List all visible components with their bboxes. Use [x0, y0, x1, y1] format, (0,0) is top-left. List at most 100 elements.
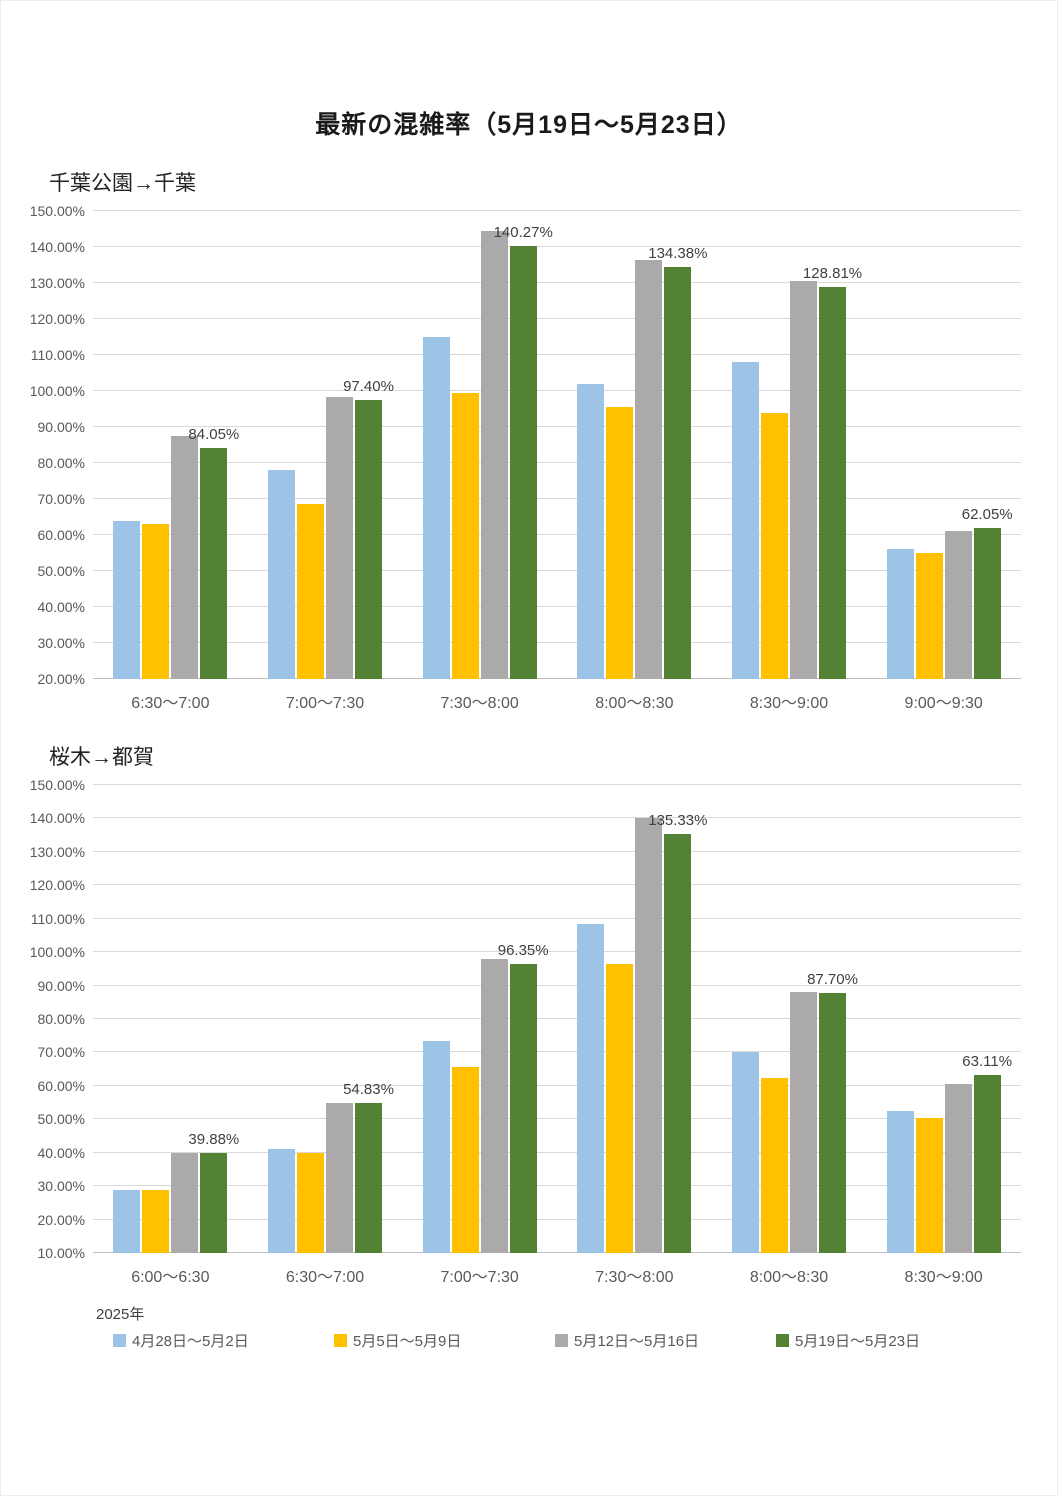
bar-series-2-cat-4	[790, 992, 818, 1253]
bar-series-2-cat-5	[944, 531, 972, 679]
bar-series-2-cat-2	[480, 958, 508, 1253]
gridline	[93, 642, 1021, 643]
bar-group: 97.40%	[248, 211, 403, 679]
y-tick-label: 150.00%	[29, 203, 85, 219]
bar-series-3-cat-2: 96.35%	[498, 942, 549, 1253]
gridline	[93, 678, 1021, 679]
bar-series-3-cat-1: 54.83%	[343, 1081, 394, 1253]
chart-section-sakuragi-tsuga: 桜木→都賀 10.00% 20.00% 30.00% 40.00% 50.00% 60.0…	[29, 743, 1021, 1295]
gridline	[93, 498, 1021, 499]
bar-series-1-cat-3	[606, 407, 634, 679]
bar-series-0-cat-2	[422, 1040, 450, 1253]
y-tick-label: 80.00%	[37, 1011, 85, 1027]
legend-label: 5月19日～5月23日	[795, 1333, 921, 1350]
gridline	[93, 1185, 1021, 1187]
bar-series-0-cat-5	[886, 549, 914, 679]
plot-area: 39.88% 54.83% 96.35% 135.33% 87.70% 63.11%	[93, 784, 1021, 1253]
bar-data-label: 96.35%	[497, 942, 549, 960]
legend-swatch-icon	[113, 1334, 126, 1347]
bar-series-2-cat-1	[326, 1102, 353, 1253]
gridline	[93, 282, 1021, 283]
x-tick-label: 9:00～9:30	[904, 695, 983, 712]
y-tick-label: 80.00%	[37, 455, 85, 471]
gridline	[93, 570, 1021, 571]
y-tick-label: 30.00%	[37, 635, 85, 651]
bar-group: 62.05%	[866, 211, 1021, 679]
y-tick-label: 100.00%	[29, 944, 85, 961]
gridline	[93, 426, 1021, 427]
bar-data-label: 128.81%	[802, 265, 863, 283]
y-tick-label: 110.00%	[30, 347, 85, 363]
bar-series-2-cat-3	[635, 818, 663, 1253]
legend-item: 5月19日～5月23日	[776, 1330, 997, 1351]
x-tick-label: 8:30～9:00	[749, 695, 829, 712]
bar-series-2-cat-1	[326, 397, 353, 679]
gridline	[93, 354, 1021, 355]
y-tick-label: 20.00%	[37, 1211, 85, 1228]
y-tick-label: 30.00%	[37, 1178, 85, 1195]
bar-series-1-cat-2	[451, 392, 479, 679]
bar-series-3-cat-1: 97.40%	[343, 378, 394, 679]
bar-group: 87.70%	[712, 785, 867, 1253]
bar-series-1-cat-1	[297, 1152, 324, 1253]
bar-series-2-cat-3	[635, 259, 663, 679]
y-tick-label: 110.00%	[30, 910, 85, 927]
gridline	[93, 951, 1021, 953]
bar-group: 63.11%	[866, 785, 1021, 1253]
chart-section-chibapark-chiba: 千葉公園→千葉 20.00% 30.00% 40.00% 50.00% 60.00% 70…	[29, 169, 1021, 721]
bar-series-0-cat-1	[268, 470, 295, 679]
bar-group: 128.81%	[712, 211, 867, 679]
bar-series-3-cat-3: 135.33%	[648, 812, 707, 1253]
x-tick-label: 8:00～8:30	[749, 1269, 829, 1286]
chart-chibapark-chiba: 20.00% 30.00% 40.00% 50.00% 60.00% 70.00% 80.0…	[29, 203, 1021, 721]
bar-data-label: 87.70%	[807, 971, 858, 989]
bar-series-3-cat-0: 84.05%	[188, 426, 239, 679]
y-tick-label: 120.00%	[29, 311, 85, 327]
bar-series-1-cat-3	[606, 963, 634, 1253]
legend-swatch-icon	[555, 1334, 568, 1347]
bar-data-label: 134.38%	[648, 245, 708, 263]
plot-area: 84.05% 97.40% 140.27% 134.38% 128.81% 62.05%	[93, 210, 1021, 679]
x-axis: 6:30～7:00 7:00～7:30 7:30～8:00 8:00～8:30 8:30…	[93, 679, 1021, 721]
bar-series-0-cat-2	[422, 337, 450, 679]
bar-series-2-cat-0	[171, 1152, 199, 1253]
bar-data-label: 39.88%	[188, 1131, 240, 1149]
bar-series-3-cat-5: 63.11%	[962, 1053, 1012, 1253]
gridline	[93, 850, 1021, 852]
bar-series-1-cat-1	[297, 504, 324, 679]
chart-title-chibapark-chiba: 千葉公園→千葉	[49, 172, 196, 195]
bar-series-3-cat-0: 39.88%	[188, 1131, 239, 1253]
chart-title-sakuragi-tsuga: 桜木→都賀	[49, 746, 154, 769]
y-tick-label: 70.00%	[37, 1044, 85, 1061]
y-tick-label: 90.00%	[37, 419, 85, 435]
bar-series-0-cat-4	[732, 1052, 760, 1253]
legend-label: 5月5日～5月9日	[353, 1333, 462, 1350]
y-axis: 20.00% 30.00% 40.00% 50.00% 60.00% 70.00% 80.0…	[29, 203, 93, 687]
x-tick-label: 7:30～8:00	[440, 695, 519, 712]
bar-data-label: 62.05%	[961, 505, 1013, 523]
gridline	[93, 884, 1021, 886]
chart-sakuragi-tsuga: 10.00% 20.00% 30.00% 40.00% 50.00% 60.00% 70.0…	[29, 777, 1021, 1295]
bar-group: 134.38%	[557, 211, 712, 679]
x-tick-label: 7:00～7:30	[285, 695, 365, 712]
bar-data-label: 97.40%	[343, 378, 394, 396]
bar-series-2-cat-4	[790, 281, 818, 679]
bar-groups: 39.88% 54.83% 96.35% 135.33% 87.70% 63.11%	[93, 785, 1021, 1253]
bar-groups: 84.05% 97.40% 140.27% 134.38% 128.81% 62.05%	[93, 211, 1021, 679]
x-axis: 6:00～6:30 6:30～7:00 7:00～7:30 7:30～8:00 8:00…	[93, 1253, 1021, 1295]
y-tick-label: 90.00%	[37, 977, 85, 994]
section-spacer	[1, 721, 1057, 743]
y-tick-label: 120.00%	[29, 877, 85, 894]
legend-label: 5月12日～5月16日	[574, 1333, 700, 1350]
gridline	[93, 1252, 1021, 1253]
bar-series-0-cat-4	[732, 362, 760, 679]
y-tick-label: 130.00%	[29, 275, 85, 291]
bar-group: 84.05%	[93, 211, 248, 679]
bar-data-label: 135.33%	[648, 812, 708, 830]
bar-series-3-cat-2: 140.27%	[494, 224, 553, 679]
y-tick-label: 130.00%	[29, 843, 85, 860]
gridline	[93, 1084, 1021, 1086]
y-tick-label: 10.00%	[37, 1245, 85, 1261]
legend-swatch-icon	[334, 1334, 347, 1347]
bar-data-label: 140.27%	[493, 224, 553, 242]
